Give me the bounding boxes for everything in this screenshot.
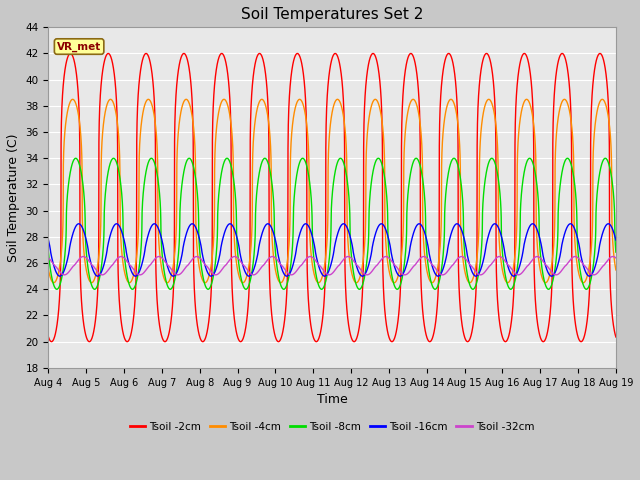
- Tsoil -16cm: [588, 271, 596, 277]
- Tsoil -8cm: [237, 276, 245, 282]
- Line: Tsoil -32cm: Tsoil -32cm: [49, 256, 616, 275]
- Tsoil -32cm: [313, 260, 321, 265]
- Tsoil -32cm: [588, 272, 596, 277]
- Tsoil -4cm: [476, 170, 483, 176]
- Tsoil -16cm: [604, 221, 612, 227]
- Tsoil -2cm: [581, 330, 589, 336]
- Tsoil -2cm: [237, 338, 245, 344]
- Tsoil -2cm: [588, 91, 596, 97]
- Tsoil -32cm: [401, 272, 408, 278]
- Tsoil -4cm: [588, 232, 596, 238]
- Y-axis label: Soil Temperature (C): Soil Temperature (C): [7, 133, 20, 262]
- Tsoil -16cm: [612, 237, 620, 243]
- Tsoil -2cm: [275, 339, 282, 345]
- Line: Tsoil -4cm: Tsoil -4cm: [49, 99, 616, 283]
- Tsoil -16cm: [581, 268, 589, 274]
- Title: Soil Temperatures Set 2: Soil Temperatures Set 2: [241, 7, 423, 22]
- Tsoil -4cm: [581, 278, 589, 284]
- Text: VR_met: VR_met: [57, 41, 101, 52]
- Tsoil -4cm: [612, 267, 620, 273]
- Line: Tsoil -2cm: Tsoil -2cm: [49, 53, 616, 342]
- Tsoil -32cm: [460, 254, 467, 260]
- Tsoil -32cm: [45, 255, 52, 261]
- Tsoil -8cm: [374, 156, 382, 161]
- Tsoil -8cm: [313, 276, 321, 282]
- Line: Tsoil -8cm: Tsoil -8cm: [49, 158, 616, 289]
- Tsoil -2cm: [612, 334, 620, 340]
- Tsoil -8cm: [588, 271, 596, 276]
- Tsoil -2cm: [476, 82, 483, 88]
- Tsoil -32cm: [581, 264, 589, 269]
- Tsoil -4cm: [45, 267, 52, 273]
- Tsoil -4cm: [145, 96, 152, 102]
- X-axis label: Time: Time: [317, 393, 348, 406]
- Tsoil -16cm: [476, 270, 483, 276]
- Tsoil -8cm: [394, 287, 401, 292]
- Tsoil -32cm: [382, 253, 390, 259]
- Tsoil -4cm: [237, 279, 245, 285]
- Tsoil -16cm: [237, 257, 245, 263]
- Tsoil -2cm: [314, 338, 321, 344]
- Tsoil -8cm: [460, 214, 467, 220]
- Tsoil -16cm: [45, 237, 52, 243]
- Tsoil -2cm: [460, 329, 467, 335]
- Tsoil -2cm: [256, 50, 264, 56]
- Tsoil -8cm: [476, 266, 483, 272]
- Line: Tsoil -16cm: Tsoil -16cm: [49, 224, 616, 276]
- Tsoil -4cm: [460, 260, 467, 265]
- Tsoil -8cm: [45, 249, 52, 255]
- Legend: Tsoil -2cm, Tsoil -4cm, Tsoil -8cm, Tsoil -16cm, Tsoil -32cm: Tsoil -2cm, Tsoil -4cm, Tsoil -8cm, Tsoi…: [125, 417, 539, 436]
- Tsoil -4cm: [163, 280, 171, 286]
- Tsoil -32cm: [612, 255, 620, 261]
- Tsoil -16cm: [313, 257, 321, 263]
- Tsoil -32cm: [237, 260, 245, 265]
- Tsoil -8cm: [612, 249, 620, 255]
- Tsoil -2cm: [45, 334, 52, 340]
- Tsoil -32cm: [476, 272, 483, 277]
- Tsoil -16cm: [56, 273, 63, 279]
- Tsoil -16cm: [460, 232, 467, 238]
- Tsoil -8cm: [581, 286, 589, 291]
- Tsoil -4cm: [314, 279, 321, 285]
